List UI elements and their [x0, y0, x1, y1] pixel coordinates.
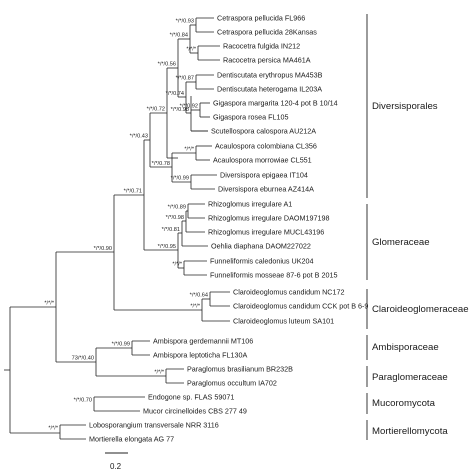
taxon-label: Rhizoglomus irregulare MUCL43196 — [208, 227, 324, 236]
clade-label-claroideoglomeraceae: Claroideoglomeraceae — [372, 304, 469, 315]
taxon-label: Rhizoglomus irregulare A1 — [208, 199, 292, 208]
taxon-label: Gigaspora rosea FL105 — [213, 112, 289, 121]
taxon-label: Cetraspora pellucida FL966 — [217, 13, 305, 22]
taxon-label: Oehlia diaphana DAOM227022 — [211, 241, 311, 250]
clade-label-glomeraceae: Glomeraceae — [372, 237, 430, 248]
scale-bar: 0.2 — [105, 452, 128, 471]
taxon-label: Claroideoglomus luteum SA101 — [233, 316, 334, 325]
support-value: */*/0.74 — [166, 91, 184, 97]
support-value: */*/0.70 — [74, 398, 92, 404]
support-value: */*/0.84 — [170, 33, 188, 39]
support-value: */*/0.98 — [166, 215, 184, 221]
taxon-label: Diversispora epigaea IT104 — [220, 170, 308, 179]
taxon-label: Funneliformis caledonius UK204 — [210, 256, 313, 265]
support-value: */*/0.56 — [158, 62, 176, 68]
taxon-label: Endogone sp. FLAS 59071 — [148, 392, 234, 401]
taxon-label: Paraglomus brasilianum BR232B — [187, 364, 293, 373]
support-value: */*/* — [154, 370, 164, 376]
taxon-label: Funneliformis mosseae 87-6 pot B 2015 — [210, 270, 337, 279]
taxon-label: Cetraspora pellucida 28Kansas — [217, 27, 317, 36]
clade-labels: Diversisporales Glomeraceae Claroideoglo… — [372, 101, 469, 437]
support-value: */*/0.99 — [171, 176, 189, 182]
taxon-labels: Cetraspora pellucida FL966 Cetraspora pel… — [89, 13, 368, 443]
taxon-label: Mortierella elongata AG 77 — [89, 434, 174, 443]
taxon-label: Rhizoglomus irregulare DAOM197198 — [208, 213, 329, 222]
scale-bar-label: 0.2 — [110, 462, 122, 471]
tree-branches — [4, 17, 230, 440]
support-value: */*/0.72 — [147, 107, 165, 113]
support-value: */*/0.71 — [124, 189, 142, 195]
support-value: */*/0.78 — [152, 161, 170, 167]
support-value: */*/* — [44, 301, 54, 307]
taxon-label: Lobosporangium transversale NRR 3116 — [89, 420, 219, 429]
support-value: */*/0.98 — [171, 107, 189, 113]
support-value: */*/* — [48, 426, 58, 432]
taxon-label: Mucor circinelloides CBS 277 49 — [143, 406, 247, 415]
support-labels: */*/0.93*/*/0.84*/*/**/*/0.87*/*/0.92*/*… — [44, 19, 208, 432]
support-value: */*/* — [186, 47, 196, 53]
taxon-label: Diversispora eburnea AZ414A — [218, 184, 314, 193]
taxon-label: Claroideoglomus candidum NC172 — [233, 287, 344, 296]
support-value: */*/0.90 — [94, 246, 112, 252]
taxon-label: Claroideoglomus candidum CCK pot B 6-9 — [233, 301, 368, 310]
support-value: */*/0.95 — [158, 244, 176, 250]
support-value: */*/0.89 — [168, 205, 186, 211]
support-value: */*/0.92 — [180, 104, 198, 110]
support-value: */*/* — [190, 304, 200, 310]
support-value: */*/* — [184, 147, 194, 153]
support-value: */*/0.93 — [176, 19, 194, 25]
taxon-label: Ambispora leptoticha FL130A — [153, 350, 247, 359]
clade-label-paraglomeraceae: Paraglomeraceae — [372, 372, 448, 383]
taxon-label: Acaulospora morrowiae CL551 — [213, 155, 312, 164]
support-value: 73/*/0.40 — [72, 356, 94, 362]
taxon-label: Dentiscutata heterogama IL203A — [217, 84, 322, 93]
taxon-label: Paraglomus occultum IA702 — [187, 378, 277, 387]
taxon-label: Racocetra persica MA461A — [223, 55, 311, 64]
support-value: */*/* — [172, 262, 182, 268]
taxon-label: Acaulospora colombiana CL356 — [215, 141, 317, 150]
support-value: */*/0.87 — [176, 76, 194, 82]
taxon-label: Racocetra fulgida IN212 — [223, 41, 300, 50]
taxon-label: Scutellospora calospora AU212A — [211, 126, 316, 135]
support-value: */*/0.64 — [190, 293, 208, 299]
clade-label-ambisporaceae: Ambisporaceae — [372, 342, 439, 353]
taxon-label: Dentiscutata erythropus MA453B — [217, 70, 323, 79]
support-value: */*/0.99 — [112, 342, 130, 348]
clade-label-mucoromycota: Mucoromycota — [372, 398, 436, 409]
taxon-label: Ambispora gerdemannii MT106 — [153, 336, 253, 345]
support-value: */*/0.43 — [130, 134, 148, 140]
support-value: */*/0.81 — [162, 227, 180, 233]
taxon-label: Gigaspora margarita 120-4 pot B 10/14 — [213, 98, 338, 107]
clade-label-diversisporales: Diversisporales — [372, 101, 438, 112]
clade-label-mortierellomycota: Mortierellomycota — [372, 426, 448, 437]
